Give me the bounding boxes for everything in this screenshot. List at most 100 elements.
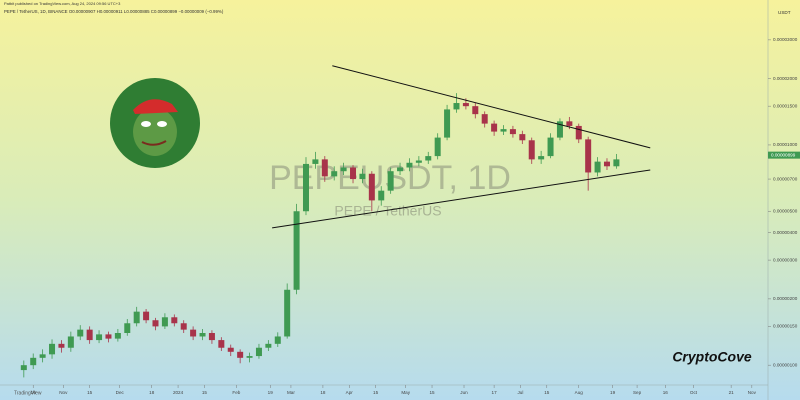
candle-body xyxy=(359,173,366,180)
candle-body xyxy=(265,343,272,348)
candle-body xyxy=(350,167,357,180)
x-tick-label: Nov xyxy=(748,390,757,395)
candle-body xyxy=(538,156,545,160)
candle-body xyxy=(321,159,328,177)
x-tick-label: Jul xyxy=(518,390,524,395)
candle-body xyxy=(199,332,206,337)
x-tick-label: Jun xyxy=(460,390,468,395)
candle-body xyxy=(30,357,37,366)
candle-body xyxy=(180,323,187,330)
y-tick-label: 0.00000500 xyxy=(773,208,798,213)
candle-body xyxy=(575,125,582,140)
candle-body xyxy=(49,343,56,355)
trendline xyxy=(332,65,651,149)
candle-body xyxy=(444,109,451,138)
candle-body xyxy=(96,334,103,341)
x-tick-label: 15 xyxy=(87,390,93,395)
candle-body xyxy=(218,340,225,348)
y-tick-label: 0.00000700 xyxy=(773,176,798,181)
pepe-logo xyxy=(110,78,200,168)
x-tick-label: Apr xyxy=(346,390,354,395)
y-tick-label: 0.00001500 xyxy=(773,103,798,108)
y-tick-label: 0.00003000 xyxy=(773,37,798,42)
x-tick-label: 19 xyxy=(610,390,616,395)
x-tick-label: Mar xyxy=(287,390,295,395)
logo-eye xyxy=(141,121,151,127)
candle-body xyxy=(171,317,178,324)
candle-body xyxy=(190,329,197,337)
candle-body xyxy=(434,137,441,157)
candle-body xyxy=(500,129,507,132)
candle-body xyxy=(312,159,319,164)
last-price-label: 0.00000899 xyxy=(771,152,796,157)
candle-body xyxy=(415,160,422,163)
x-tick-label: 18 xyxy=(320,390,326,395)
x-tick-label: 16 xyxy=(31,390,37,395)
logo-mouth xyxy=(141,140,167,146)
candle-body xyxy=(613,159,620,167)
candle-body xyxy=(114,332,121,339)
y-tick-label: 0.00000400 xyxy=(773,230,798,235)
x-tick-label: 15 xyxy=(202,390,208,395)
chart-title: PEPE / TetherUS, 1D, BINANCE O0.00000907… xyxy=(4,9,224,14)
candle-body xyxy=(331,171,338,177)
candle-body xyxy=(378,190,385,201)
candle-body xyxy=(397,167,404,172)
candle-body xyxy=(124,323,131,333)
candle-body xyxy=(227,347,234,352)
logo-cap xyxy=(133,99,178,114)
candle-body xyxy=(509,129,516,135)
candle-body xyxy=(105,334,112,339)
x-tick-label: Feb xyxy=(232,390,240,395)
candle-body xyxy=(284,289,291,337)
y-tick-label: 0.00002000 xyxy=(773,76,798,81)
candle-body xyxy=(453,103,460,110)
candle-body xyxy=(566,121,573,126)
x-tick-label: Sep xyxy=(633,390,642,395)
x-tick-label: Oct xyxy=(690,390,698,395)
candle-body xyxy=(368,173,375,201)
candle-body xyxy=(491,123,498,132)
x-tick-label: Nov xyxy=(59,390,68,395)
x-tick-label: Aug xyxy=(575,390,584,395)
candle-body xyxy=(603,161,610,167)
candle-body xyxy=(302,163,309,212)
candle-body xyxy=(594,161,601,173)
price-unit: USDT xyxy=(778,10,791,15)
candle-body xyxy=(425,156,432,161)
candle-body xyxy=(556,121,563,138)
candle-body xyxy=(406,162,413,168)
candle-body xyxy=(246,356,253,358)
candle-body xyxy=(472,106,479,115)
candle-body xyxy=(77,329,84,337)
logo-face xyxy=(133,108,177,156)
x-tick-label: 15 xyxy=(429,390,435,395)
y-tick-label: 0.00000150 xyxy=(773,324,798,329)
candle-body xyxy=(340,167,347,172)
candle-body xyxy=(86,329,93,341)
publisher-note: Patbit published on TradingView.com, Aug… xyxy=(4,1,121,6)
brand: CryptoCove xyxy=(672,349,752,365)
candle-body xyxy=(547,137,554,157)
candle-body xyxy=(152,320,159,327)
plot: 0.00000100 0.00000150 0.00000200 0.00000300… xyxy=(20,37,800,395)
candle-body xyxy=(255,347,262,357)
candle-body xyxy=(161,317,168,327)
candle-body xyxy=(293,211,300,290)
y-tick-label: 0.00000100 xyxy=(773,362,798,367)
x-tick-label: 19 xyxy=(268,390,274,395)
x-tick-label: May xyxy=(401,390,410,395)
candle-body xyxy=(481,114,488,124)
x-tick-label: 21 xyxy=(729,390,735,395)
candle-body xyxy=(133,311,140,324)
x-tick-label: Dec xyxy=(116,390,125,395)
candle-body xyxy=(143,311,150,321)
candle-body xyxy=(39,354,46,358)
x-tick-label: 15 xyxy=(544,390,550,395)
x-tick-label: 15 xyxy=(373,390,379,395)
candle-body xyxy=(20,365,27,371)
candle-body xyxy=(462,103,469,107)
candle-body xyxy=(528,140,535,160)
